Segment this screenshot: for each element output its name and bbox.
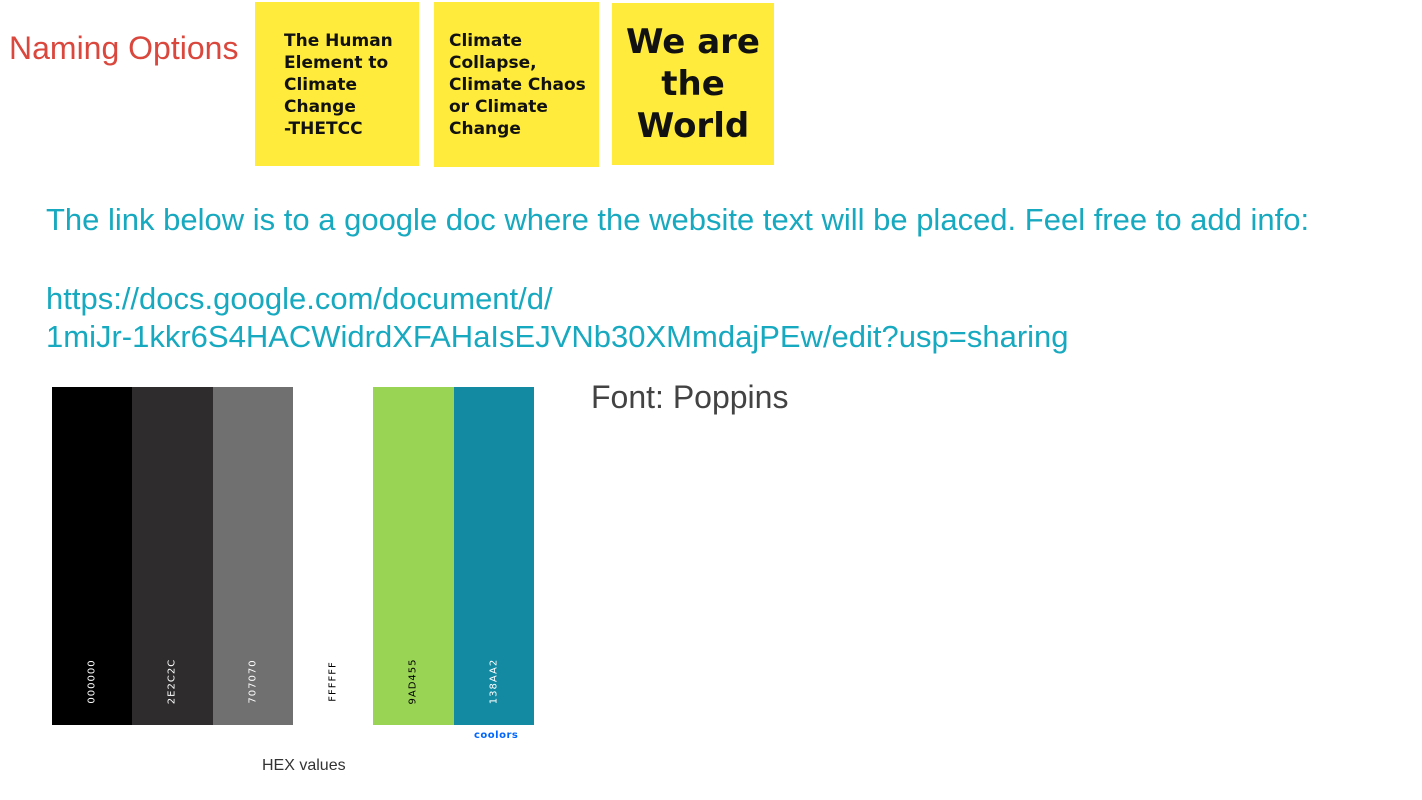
color-swatch[interactable]: 9AD455 — [373, 387, 454, 725]
naming-options-title: Naming Options — [9, 30, 239, 66]
swatch-hex-label: 707070 — [247, 659, 259, 704]
color-palette: 000000 2E2C2C 707070 FFFFFF 9AD455 138AA… — [52, 387, 534, 725]
color-swatch[interactable]: 2E2C2C — [132, 387, 213, 725]
color-swatch[interactable]: 138AA2 — [453, 387, 534, 725]
color-swatch[interactable]: 000000 — [52, 387, 133, 725]
doc-link-intro: The link below is to a google doc where … — [46, 202, 1310, 237]
sticky-note-name-option-3[interactable]: We are the World — [612, 3, 774, 165]
font-label: Font: Poppins — [591, 379, 789, 415]
google-doc-link[interactable]: https://docs.google.com/document/d/ 1miJ… — [46, 281, 1069, 354]
color-swatch[interactable]: 707070 — [212, 387, 293, 725]
sticky-note-text: Climate Collapse, Climate Chaos or Clima… — [449, 31, 586, 139]
swatch-hex-label: 000000 — [86, 659, 98, 704]
swatch-hex-label: 2E2C2C — [166, 658, 178, 705]
swatch-hex-label: 138AA2 — [488, 658, 500, 705]
swatch-hex-label: FFFFFF — [327, 661, 339, 702]
sticky-note-name-option-1[interactable]: The Human Element to Climate Change -THE… — [255, 2, 419, 166]
hex-values-caption: HEX values — [262, 757, 346, 774]
sticky-note-text: We are the World — [626, 22, 760, 146]
coolors-logo: coolors — [474, 730, 519, 741]
sticky-note-name-option-2[interactable]: Climate Collapse, Climate Chaos or Clima… — [434, 2, 599, 167]
sticky-note-text: The Human Element to Climate Change -THE… — [284, 31, 393, 139]
color-swatch[interactable]: FFFFFF — [292, 387, 374, 725]
swatch-hex-label: 9AD455 — [407, 658, 419, 705]
